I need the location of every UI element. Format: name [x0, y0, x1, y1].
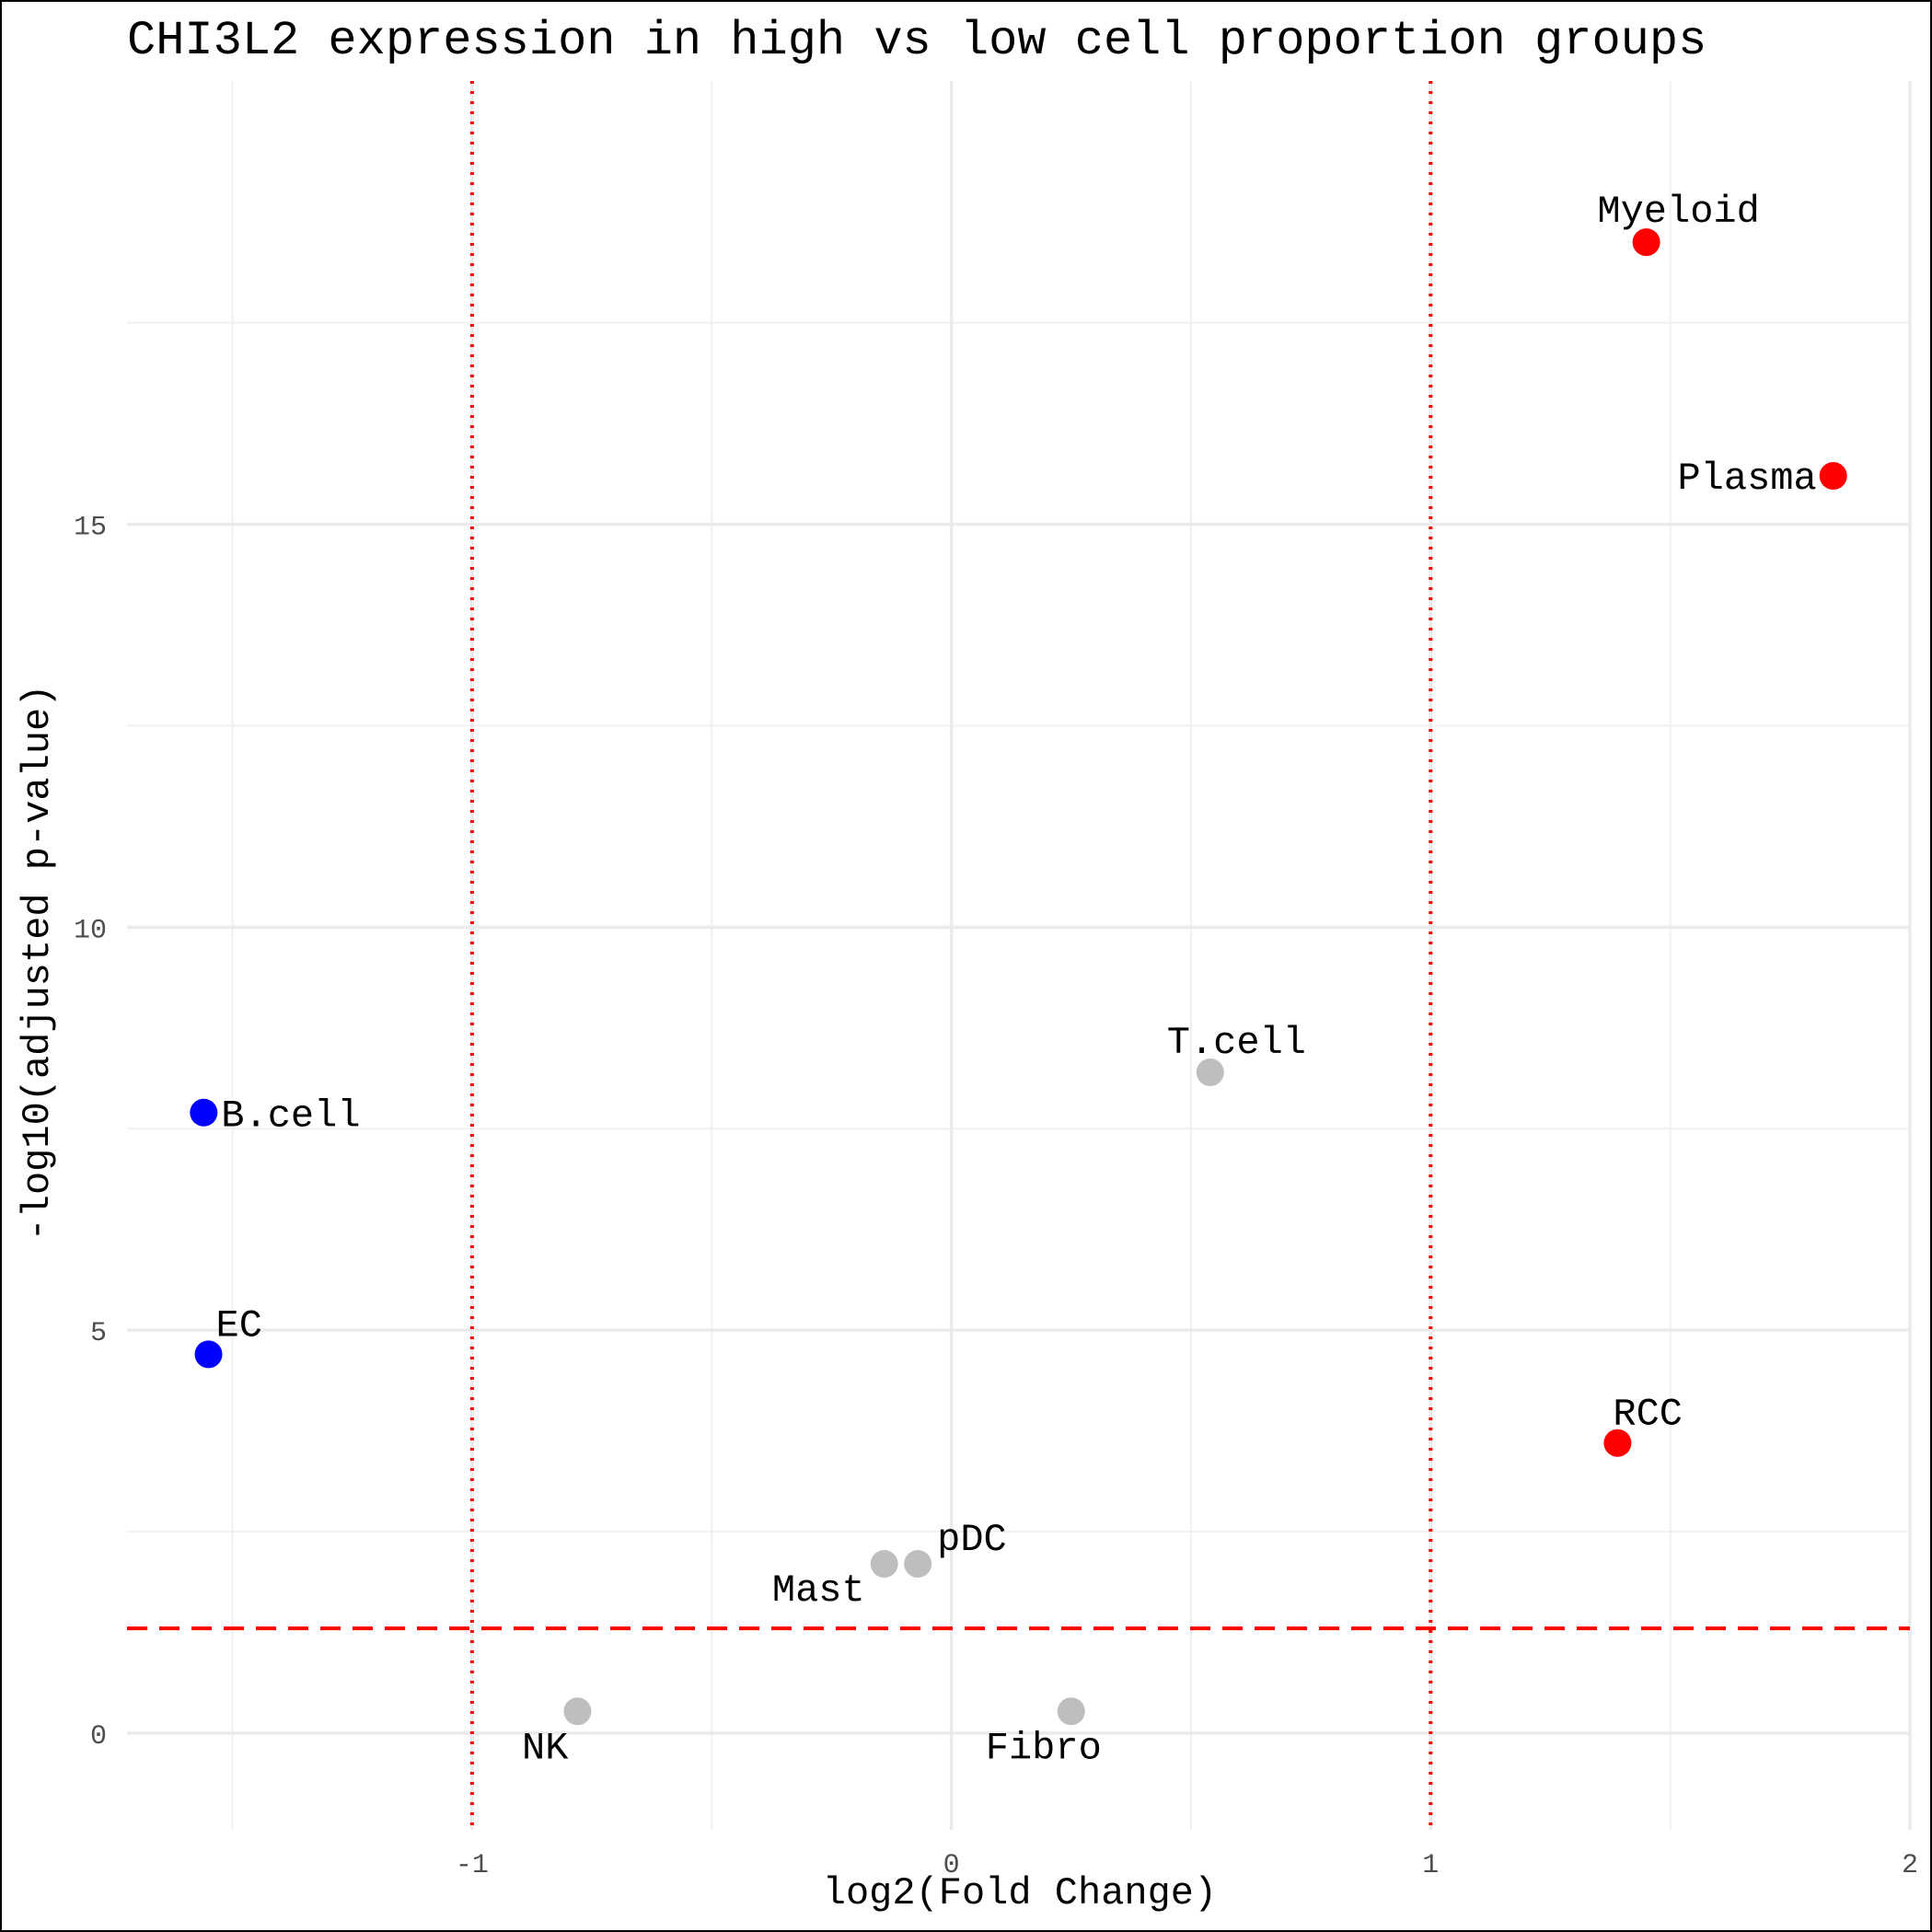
tick-labels: -1 0 1 2 0 5 10 15	[74, 513, 1918, 1881]
data-point-fibro	[1057, 1697, 1085, 1726]
data-point-rcc	[1603, 1429, 1632, 1457]
data-point-myeloid	[1632, 228, 1660, 257]
x-tick-label: -1	[456, 1850, 489, 1881]
data-point-pdc	[904, 1550, 932, 1579]
data-point-b-cell	[190, 1098, 218, 1127]
x-tick-label: 0	[943, 1850, 960, 1881]
data-point-nk	[563, 1697, 592, 1726]
y-tick-label: 15	[74, 513, 107, 544]
chart-title: CHI3L2 expression in high vs low cell pr…	[127, 14, 1706, 68]
x-axis-title: log2(Fold Change)	[823, 1871, 1217, 1915]
point-label: Mast	[772, 1568, 865, 1613]
data-point-mast	[870, 1550, 898, 1579]
point-label: Fibro	[986, 1726, 1102, 1770]
point-label: Myeloid	[1597, 190, 1759, 234]
point-label: T.cell	[1167, 1021, 1306, 1065]
point-label: B.cell	[221, 1094, 360, 1139]
y-tick-label: 10	[74, 915, 107, 946]
point-labels: Myeloid Plasma RCC T.cell B.cell EC pDC Mast NK F…	[216, 190, 1817, 1770]
y-tick-label: 0	[90, 1721, 107, 1753]
point-label: NK	[522, 1726, 569, 1770]
threshold-lines	[127, 81, 1910, 1830]
data-point-t-cell	[1196, 1058, 1224, 1086]
point-label: pDC	[937, 1518, 1007, 1562]
data-point-ec	[194, 1340, 223, 1369]
point-label: Plasma	[1677, 457, 1816, 501]
y-tick-label: 5	[90, 1318, 107, 1349]
data-point-plasma	[1819, 462, 1847, 491]
points	[190, 228, 1847, 1726]
y-axis-title: -log10(adjusted p-value)	[16, 685, 60, 1242]
point-label: RCC	[1613, 1393, 1683, 1437]
x-tick-label: 2	[1902, 1850, 1918, 1881]
x-tick-label: 1	[1422, 1850, 1439, 1881]
point-label: EC	[216, 1303, 262, 1348]
grid	[127, 81, 1912, 1830]
